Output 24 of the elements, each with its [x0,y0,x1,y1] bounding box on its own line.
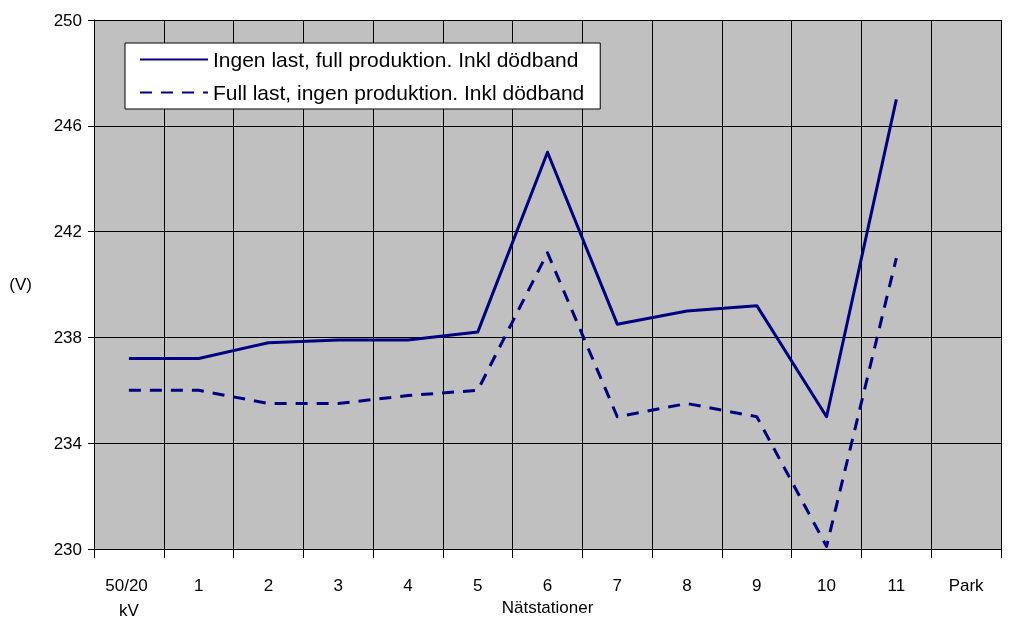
x-tick-label: 5 [473,576,483,595]
y-tick-label: 242 [53,222,82,242]
x-tick-label: 1 [193,576,204,595]
x-tick-label: 11 [887,576,906,595]
y-tick-label: 234 [53,433,82,453]
y-tick-label: 250 [53,10,82,30]
y-tick-label: 230 [53,539,82,559]
x-tick-label: 50/20 kV [105,576,153,620]
x-tick-label: Park [948,576,985,595]
x-tick-label: 10 [817,576,837,595]
legend-label: Ingen last, full produktion. Inkl dödband [213,48,579,71]
legend-label: Full last, ingen produktion. Inkl dödband [213,81,585,104]
x-tick-label: 2 [263,576,274,595]
x-tick-label: 6 [542,576,553,595]
x-tick-label: 4 [403,576,413,595]
x-tick-label: 7 [612,576,622,595]
y-tick-label: 246 [53,116,82,136]
x-tick-label: 8 [682,576,692,595]
x-axis-title: Nätstationer [501,598,594,617]
line-series [127,251,898,548]
x-tick-label: 9 [752,576,762,595]
y-axis-title: (V) [9,275,32,294]
y-tick-label: 238 [53,327,82,347]
x-tick-label: 3 [333,576,343,595]
